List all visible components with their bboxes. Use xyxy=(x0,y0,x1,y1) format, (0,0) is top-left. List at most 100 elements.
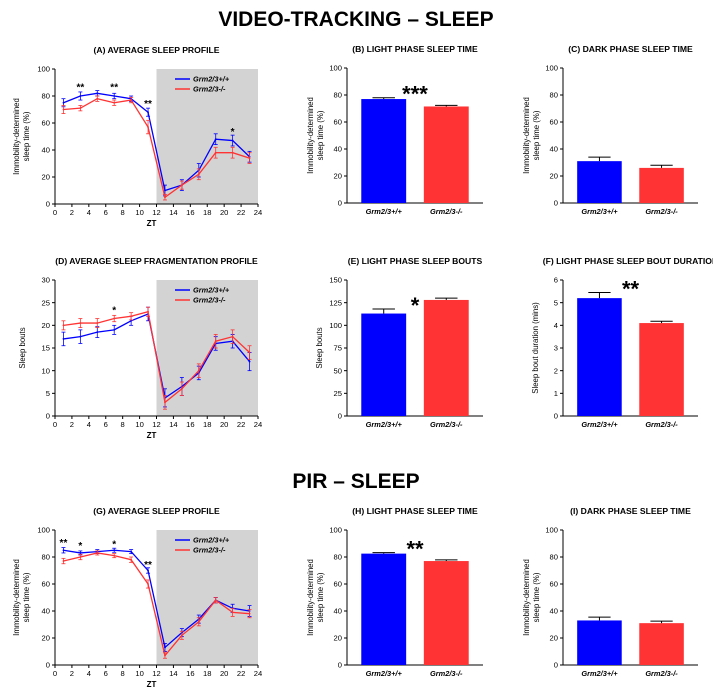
series-line xyxy=(63,552,250,657)
panel-title: (I) DARK PHASE SLEEP TIME xyxy=(570,506,691,516)
category-label: Grm2/3+/+ xyxy=(366,669,403,678)
x-tick-label: 18 xyxy=(203,669,211,678)
x-tick-label: 6 xyxy=(104,420,108,429)
y-tick-label: 20 xyxy=(334,172,342,181)
y-tick-label: 100 xyxy=(37,65,50,74)
y-axis-label: Immobility-determinedsleep time (%) xyxy=(522,559,541,636)
y-tick-label: 20 xyxy=(42,173,50,182)
bar-panel-7: (H) LIGHT PHASE SLEEP TIME 0 20 40 60 80 100 Im… xyxy=(306,506,483,678)
y-tick-label: 80 xyxy=(42,92,50,101)
series-1 xyxy=(61,550,252,659)
series-line xyxy=(63,310,250,404)
category-label: Grm2/3+/+ xyxy=(366,207,403,216)
y-tick-label: 25 xyxy=(334,389,342,398)
x-tick-label: 16 xyxy=(186,669,194,678)
y-tick-label: 40 xyxy=(550,607,558,616)
y-tick-label: 0 xyxy=(554,199,558,208)
significance-marker: * xyxy=(231,127,235,138)
y-tick-label: 60 xyxy=(334,118,342,127)
x-tick-label: 16 xyxy=(186,208,194,217)
x-tick-label: 0 xyxy=(53,420,57,429)
legend-label: Grm2/3-/- xyxy=(193,296,226,305)
bar-panel-5: (F) LIGHT PHASE SLEEP BOUT DURATION 0 1 2 3 4… xyxy=(531,256,713,429)
x-tick-label: 20 xyxy=(220,669,228,678)
y-tick-label: 100 xyxy=(329,64,342,73)
y-axis-label: Immobility-determinedsleep time (%) xyxy=(522,97,541,174)
y-tick-label: 125 xyxy=(329,298,342,307)
bar-panel-1: (B) LIGHT PHASE SLEEP TIME 0 20 40 60 80 100 Im… xyxy=(306,44,483,216)
x-axis-label: ZT xyxy=(147,219,157,228)
y-tick-label: 20 xyxy=(550,172,558,181)
significance-marker: *** xyxy=(402,82,428,107)
dark-phase-shading xyxy=(156,530,258,665)
y-tick-label: 5 xyxy=(554,298,558,307)
x-tick-label: 4 xyxy=(87,669,91,678)
section-title-pir: PIR – SLEEP xyxy=(292,470,419,493)
category-label: Grm2/3-/- xyxy=(430,669,463,678)
bar xyxy=(423,561,469,665)
panel-title: (B) LIGHT PHASE SLEEP TIME xyxy=(352,44,478,54)
legend-label: Grm2/3-/- xyxy=(193,546,226,555)
y-tick-label: 40 xyxy=(42,607,50,616)
bar xyxy=(361,553,407,665)
bar xyxy=(639,167,684,203)
y-axis-label: Immobility-determinedsleep time (%) xyxy=(12,559,31,636)
x-axis-label: ZT xyxy=(147,431,157,440)
panel-title: (A) AVERAGE SLEEP PROFILE xyxy=(94,45,220,55)
y-tick-label: 20 xyxy=(42,634,50,643)
y-tick-label: 100 xyxy=(329,321,342,330)
y-tick-label: 60 xyxy=(42,580,50,589)
x-tick-label: 18 xyxy=(203,420,211,429)
x-tick-label: 24 xyxy=(254,669,262,678)
y-tick-label: 80 xyxy=(550,553,558,562)
x-tick-label: 8 xyxy=(121,420,125,429)
category-label: Grm2/3+/+ xyxy=(581,669,618,678)
significance-marker: ** xyxy=(144,560,152,571)
y-tick-label: 3 xyxy=(554,344,558,353)
section-title-video-tracking: VIDEO-TRACKING – SLEEP xyxy=(218,8,493,31)
series-1 xyxy=(61,95,252,201)
x-tick-label: 22 xyxy=(237,420,245,429)
y-tick-label: 0 xyxy=(554,412,558,421)
series-line xyxy=(63,92,250,192)
y-tick-label: 20 xyxy=(550,634,558,643)
y-tick-label: 4 xyxy=(554,321,558,330)
dark-phase-shading xyxy=(156,69,258,204)
y-tick-label: 75 xyxy=(334,344,342,353)
category-label: Grm2/3-/- xyxy=(645,420,678,429)
y-tick-label: 0 xyxy=(46,200,50,209)
y-tick-label: 40 xyxy=(334,145,342,154)
significance-marker: ** xyxy=(622,276,640,301)
y-tick-label: 80 xyxy=(334,553,342,562)
x-tick-label: 10 xyxy=(135,669,143,678)
y-tick-label: 60 xyxy=(42,119,50,128)
panel-title: (D) AVERAGE SLEEP FRAGMENTATION PROFILE xyxy=(55,256,258,266)
x-tick-label: 6 xyxy=(104,208,108,217)
significance-marker: ** xyxy=(144,99,152,110)
x-tick-label: 14 xyxy=(169,669,177,678)
y-tick-label: 100 xyxy=(545,526,558,535)
y-tick-label: 0 xyxy=(338,412,342,421)
y-tick-label: 100 xyxy=(37,526,50,535)
y-tick-label: 10 xyxy=(42,366,50,375)
y-axis-label: Immobility-determinedsleep time (%) xyxy=(12,98,31,175)
bar xyxy=(423,106,469,203)
series-line xyxy=(63,98,250,199)
y-tick-label: 80 xyxy=(550,91,558,100)
category-label: Grm2/3+/+ xyxy=(581,420,618,429)
panel-title: (C) DARK PHASE SLEEP TIME xyxy=(568,44,693,54)
x-tick-label: 6 xyxy=(104,669,108,678)
significance-marker: * xyxy=(112,305,116,316)
y-tick-label: 100 xyxy=(329,526,342,535)
y-tick-label: 100 xyxy=(545,64,558,73)
x-tick-label: 2 xyxy=(70,208,74,217)
x-tick-label: 22 xyxy=(237,669,245,678)
panel-title: (E) LIGHT PHASE SLEEP BOUTS xyxy=(348,256,483,266)
legend-label: Grm2/3+/+ xyxy=(193,286,230,295)
bar-panel-2: (C) DARK PHASE SLEEP TIME 0 20 40 60 80 100 Imm… xyxy=(522,44,698,216)
series-1 xyxy=(61,306,252,410)
y-tick-label: 0 xyxy=(46,412,50,421)
significance-marker: ** xyxy=(406,537,424,562)
